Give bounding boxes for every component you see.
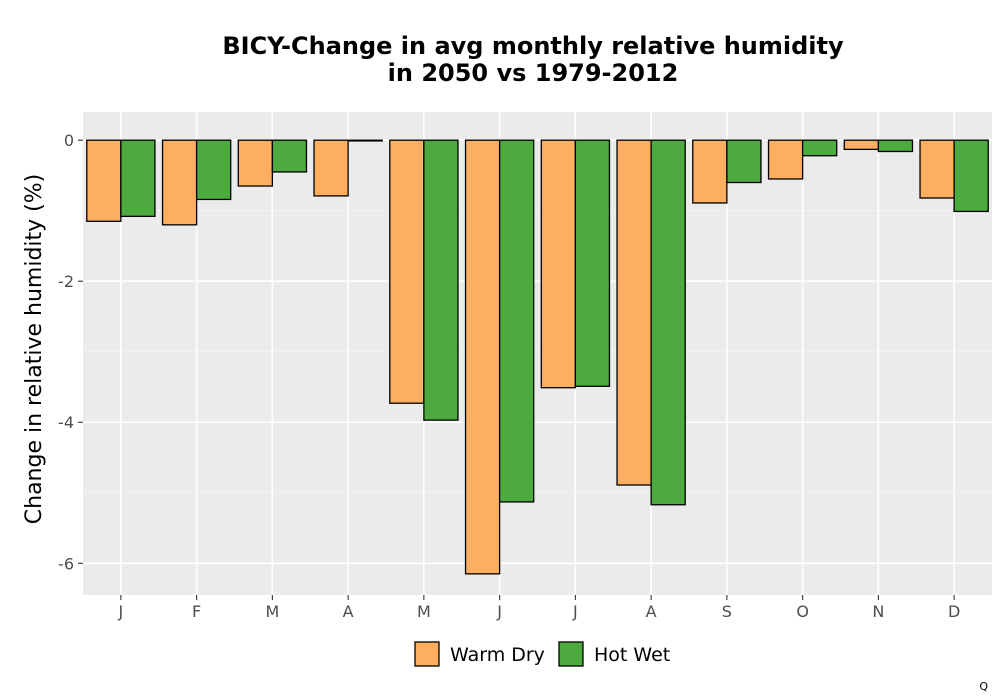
bar-hot-wet (726, 139, 762, 184)
x-tick-label: J (572, 602, 578, 621)
bar-warm-dry (692, 139, 728, 204)
x-tick-label: J (496, 602, 502, 621)
x-tick-label: D (948, 602, 960, 621)
x-tick-label: O (796, 602, 809, 621)
x-tick-label: J (118, 602, 124, 621)
bar-warm-dry (86, 139, 122, 222)
bar-warm-dry (767, 139, 804, 180)
bar-warm-dry (919, 139, 955, 199)
bar-warm-dry (843, 139, 880, 151)
corner-mark: Q (979, 680, 988, 693)
bar-group (86, 139, 989, 575)
y-tick-label: 0 (64, 131, 74, 150)
legend-label-hot-wet: Hot Wet (594, 644, 670, 666)
chart-title-line-1: BICY-Change in avg monthly relative humi… (222, 32, 844, 60)
bar-warm-dry (237, 139, 274, 187)
x-tick-label: N (872, 602, 884, 621)
legend: Warm Dry Hot Wet (414, 641, 670, 667)
bar-hot-wet (953, 139, 989, 213)
bar-hot-wet (347, 139, 383, 142)
bar-warm-dry (540, 139, 577, 389)
bar-warm-dry (464, 139, 501, 575)
bar-hot-wet (877, 139, 914, 153)
bar-hot-wet (195, 139, 232, 201)
legend-swatch-warm-dry (414, 641, 440, 667)
x-tick-label: A (646, 602, 657, 621)
bar-warm-dry (313, 139, 349, 197)
bar-warm-dry (616, 139, 652, 486)
bar-warm-dry (389, 139, 425, 404)
x-tick-label: F (192, 602, 201, 621)
plot-panel (83, 112, 992, 595)
y-tick-label: -4 (58, 413, 74, 432)
legend-swatch-hot-wet (558, 641, 584, 667)
y-axis-ticks: 0 -2 -4 -6 (58, 131, 83, 573)
x-tick-label: A (343, 602, 354, 621)
bar-hot-wet (574, 139, 611, 387)
x-tick-label: M (417, 602, 431, 621)
bar-hot-wet (423, 139, 459, 421)
legend-label-warm-dry: Warm Dry (450, 644, 545, 666)
bar-hot-wet (801, 139, 838, 157)
chart-title-line-2: in 2050 vs 1979-2012 (388, 59, 679, 87)
y-axis-label: Change in relative humidity (%) (22, 174, 47, 524)
bar-hot-wet (271, 139, 308, 173)
y-tick-label: -6 (58, 554, 74, 573)
x-tick-label: S (722, 602, 732, 621)
bar-warm-dry (161, 139, 198, 226)
bar-hot-wet (650, 139, 686, 506)
x-tick-label: M (265, 602, 279, 621)
bar-hot-wet (120, 139, 156, 218)
bar-hot-wet (498, 139, 535, 503)
y-tick-label: -2 (58, 272, 74, 291)
